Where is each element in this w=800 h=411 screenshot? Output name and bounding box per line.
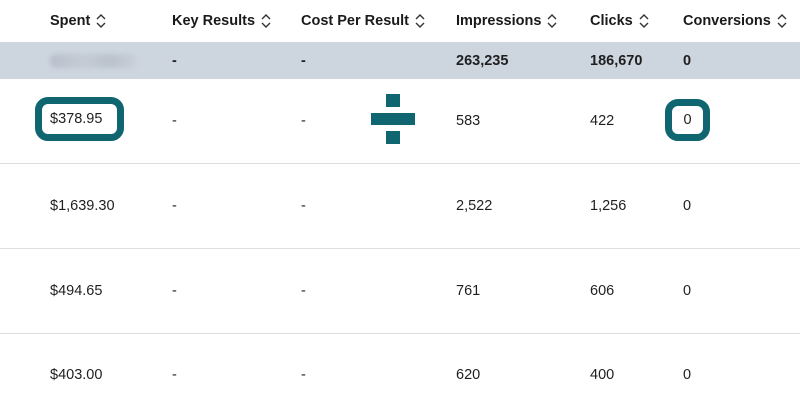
cell-cost-per-result: -: [301, 198, 306, 214]
cell-spent: $403.00: [50, 366, 103, 383]
cell-key-results: -: [172, 366, 177, 383]
cell-impressions: 761: [456, 283, 481, 299]
sort-icon[interactable]: [96, 13, 106, 29]
cell-conversions: 0: [683, 283, 692, 299]
table-row[interactable]: $1,639.30 - - 2,522 1,256 0: [0, 164, 800, 249]
sort-icon[interactable]: [639, 13, 649, 29]
sort-icon[interactable]: [261, 13, 271, 29]
highlight-spent: $378.95: [35, 97, 124, 141]
header-spent[interactable]: Spent: [50, 0, 106, 42]
header-cost-per-result[interactable]: Cost Per Result: [301, 0, 425, 42]
header-conversions[interactable]: Conversions: [683, 0, 787, 42]
cell-clicks: 400: [590, 366, 615, 383]
cell-cost-per-result: -: [301, 283, 306, 299]
cell-key-results: -: [172, 113, 177, 129]
table-row[interactable]: $494.65 - - 761 606 0: [0, 249, 800, 334]
cell-key-results: -: [172, 283, 177, 299]
totals-spent: [50, 42, 136, 79]
divide-icon: [371, 94, 415, 144]
cell-clicks: 606: [590, 283, 615, 299]
totals-impressions: 263,235: [456, 52, 509, 69]
cell-spent: $494.65: [50, 283, 103, 299]
cell-clicks: 422: [590, 113, 615, 129]
sort-icon[interactable]: [547, 13, 557, 29]
redacted-value: [50, 53, 136, 68]
cell-conversions: 0: [683, 198, 692, 214]
table-row[interactable]: $403.00 - - 620 400 0: [0, 334, 800, 407]
highlight-conversions-value: 0: [683, 112, 692, 128]
cell-impressions: 583: [456, 113, 481, 129]
cell-cost-per-result: -: [301, 366, 306, 383]
totals-conversions: 0: [683, 52, 692, 69]
highlight-spent-value: $378.95: [50, 111, 103, 127]
cell-spent: $1,639.30: [50, 198, 115, 214]
cell-cost-per-result: -: [301, 113, 306, 129]
table-header: Spent Key Results Cost Per Result Impres…: [0, 0, 800, 43]
cell-impressions: 2,522: [456, 198, 493, 214]
sort-icon[interactable]: [777, 13, 787, 29]
cell-clicks: 1,256: [590, 198, 627, 214]
header-clicks[interactable]: Clicks: [590, 0, 649, 42]
totals-row: - - 263,235 186,670 0: [0, 42, 800, 79]
totals-key-results: -: [172, 52, 177, 69]
sort-icon[interactable]: [415, 13, 425, 29]
header-impressions[interactable]: Impressions: [456, 0, 557, 42]
totals-clicks: 186,670: [590, 52, 643, 69]
highlight-conversions: 0: [665, 99, 710, 141]
totals-cost-per-result: -: [301, 52, 306, 69]
cell-conversions: 0: [683, 366, 692, 383]
cell-impressions: 620: [456, 366, 481, 383]
header-key-results[interactable]: Key Results: [172, 0, 271, 42]
cell-key-results: -: [172, 198, 177, 214]
